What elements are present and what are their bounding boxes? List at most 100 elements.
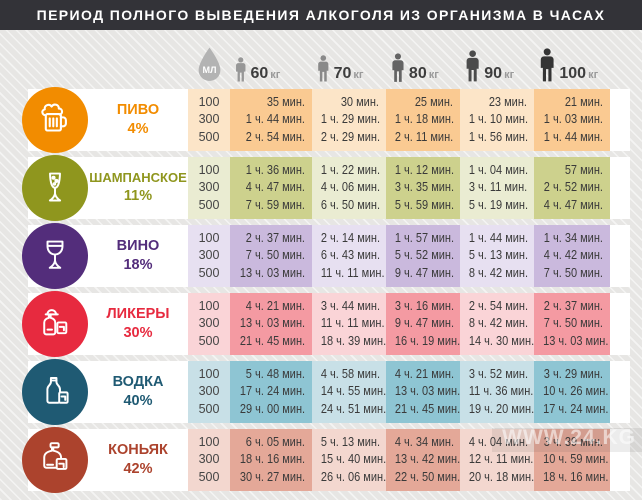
time-value: 1 ч. 04 мин. <box>468 162 529 177</box>
col-60kg: 4 ч. 21 мин. 13 ч. 03 мин. 21 ч. 45 мин. <box>230 293 312 355</box>
time-value: 14 ч. 55 мин. <box>320 384 387 399</box>
col-80kg: 4 ч. 21 мин. 13 ч. 03 мин. 21 ч. 45 мин. <box>386 361 460 423</box>
time-value: 2 ч. 52 мин. <box>543 180 603 195</box>
col-70kg: 4 ч. 58 мин. 14 ч. 55 мин. 24 ч. 51 мин. <box>312 361 386 423</box>
time-value: 2 ч. 37 мин. <box>245 230 305 245</box>
weight-value: 100 <box>559 65 587 82</box>
time-value: 6 ч. 50 мин. <box>320 197 381 212</box>
time-value: 5 ч. 19 мин. <box>468 197 529 212</box>
time-value: 5 ч. 52 мин. <box>394 248 455 263</box>
drink-row-cognac: КОНЬЯК 42% 100 300 500 6 ч. 05 мин. 18 ч. 16… <box>0 427 642 493</box>
time-value: 3 ч. 35 мин. <box>394 180 455 195</box>
volume-value: 300 <box>198 180 220 195</box>
time-value: 4 ч. 04 мин. <box>468 434 529 449</box>
time-value: 7 ч. 50 мин. <box>543 265 603 280</box>
drink-icon-circle-wine <box>22 223 88 289</box>
ml-column-header: МЛ <box>191 46 227 83</box>
col-100kg: 3 ч. 39 мин. 10 ч. 59 мин. 18 ч. 16 мин. <box>534 429 610 491</box>
col-volume: 100 300 500 <box>188 361 230 423</box>
time-value: 7 ч. 50 мин. <box>245 248 305 263</box>
volume-value: 300 <box>198 452 220 467</box>
time-value: 5 ч. 13 мин. <box>320 434 381 449</box>
time-value: 21 ч. 45 мин. <box>239 333 306 348</box>
drink-strength: 40% <box>123 393 153 409</box>
title-bar: ПЕРИОД ПОЛНОГО ВЫВЕДЕНИЯ АЛКОГОЛЯ ИЗ ОРГ… <box>0 0 642 30</box>
time-value: 4 ч. 34 мин. <box>394 434 455 449</box>
time-value: 1 ч. 36 мин. <box>245 162 305 177</box>
col-80kg: 1 ч. 12 мин. 3 ч. 35 мин. 5 ч. 59 мин. <box>386 157 460 219</box>
col-volume: 100 300 500 <box>188 429 230 491</box>
time-value: 17 ч. 24 мин. <box>543 401 609 416</box>
time-value: 5 ч. 59 мин. <box>394 197 455 212</box>
drink-strength: 18% <box>123 257 153 273</box>
time-value: 30 мин. <box>340 94 379 109</box>
col-100kg: 21 мин. 1 ч. 03 мин. 1 ч. 44 мин. <box>534 89 610 151</box>
time-value: 11 ч. 36 мин. <box>468 384 534 399</box>
weight-unit: кг <box>353 69 364 81</box>
weight-unit: кг <box>504 69 515 81</box>
time-value: 1 ч. 57 мин. <box>394 230 455 245</box>
time-value: 3 ч. 52 мин. <box>468 366 529 381</box>
drink-strength: 4% <box>127 121 149 137</box>
time-value: 1 ч. 29 мин. <box>320 112 381 127</box>
table-rows: ПИВО 4% 100 300 500 35 мин. 1 ч. 44 мин. 2 ч.… <box>0 87 642 497</box>
time-value: 1 ч. 56 мин. <box>468 129 529 144</box>
volume-value: 300 <box>198 248 220 263</box>
time-value: 1 ч. 34 мин. <box>543 230 603 245</box>
column-header-row: МЛ 60 кг 70 кг 80 кг 90 кг 100 кг <box>0 30 642 89</box>
time-value: 1 ч. 18 мин. <box>394 112 455 127</box>
col-100kg: 2 ч. 37 мин. 7 ч. 50 мин. 13 ч. 03 мин. <box>534 293 610 355</box>
drink-strength: 11% <box>123 188 153 205</box>
cognac-decanter-icon <box>43 442 68 470</box>
time-value: 13 ч. 03 мин. <box>239 265 306 280</box>
weight-header-60kg: 60 кг <box>234 57 280 82</box>
time-value: 8 ч. 42 мин. <box>468 265 529 280</box>
drink-name: ШАМПАНСКОЕ <box>89 170 187 186</box>
time-value: 2 ч. 29 мин. <box>320 129 381 144</box>
person-icon <box>540 48 554 82</box>
time-value: 1 ч. 44 мин. <box>543 129 603 144</box>
time-value: 13 ч. 03 мин. <box>239 316 306 331</box>
time-value: 8 ч. 42 мин. <box>468 316 529 331</box>
time-value: 14 ч. 30 мин. <box>468 333 535 348</box>
time-value: 16 ч. 19 мин. <box>394 333 461 348</box>
drink-name: ВОДКА <box>112 374 164 391</box>
volume-value: 500 <box>198 129 220 144</box>
time-value: 1 ч. 12 мин. <box>394 162 455 177</box>
time-value: 6 ч. 43 мин. <box>320 248 381 263</box>
time-value: 15 ч. 40 мин. <box>320 452 387 467</box>
drink-label-cognac: КОНЬЯК 42% <box>90 429 186 491</box>
time-value: 2 ч. 11 мин. <box>394 129 454 144</box>
drink-name: ЛИКЕРЫ <box>106 306 170 323</box>
time-value: 18 ч. 16 мин. <box>543 469 609 484</box>
drink-icon-circle-cognac <box>22 427 88 493</box>
time-value: 4 ч. 21 мин. <box>245 298 305 313</box>
col-80kg: 3 ч. 16 мин. 9 ч. 47 мин. 16 ч. 19 мин. <box>386 293 460 355</box>
col-80kg: 25 мин. 1 ч. 18 мин. 2 ч. 11 мин. <box>386 89 460 151</box>
time-value: 3 ч. 44 мин. <box>320 298 381 313</box>
col-60kg: 35 мин. 1 ч. 44 мин. 2 ч. 54 мин. <box>230 89 312 151</box>
drink-row-wine: ВИНО 18% 100 300 500 2 ч. 37 мин. 7 ч. 50 ми… <box>0 223 642 289</box>
drink-row-liqueur: ЛИКЕРЫ 30% 100 300 500 4 ч. 21 мин. 13 ч. 03… <box>0 291 642 357</box>
weight-unit: кг <box>270 69 281 81</box>
time-value: 4 ч. 06 мин. <box>320 180 381 195</box>
person-icon <box>466 50 479 82</box>
volume-value: 300 <box>198 384 220 399</box>
col-80kg: 4 ч. 34 мин. 13 ч. 42 мин. 22 ч. 50 мин. <box>386 429 460 491</box>
volume-value: 500 <box>198 401 220 416</box>
drink-row-vodka: ВОДКА 40% 100 300 500 5 ч. 48 мин. 17 ч. 24 … <box>0 359 642 425</box>
drink-name: КОНЬЯК <box>108 442 168 459</box>
time-value: 1 ч. 44 мин. <box>245 112 305 127</box>
time-value: 57 мин. <box>564 162 603 177</box>
col-70kg: 30 мин. 1 ч. 29 мин. 2 ч. 29 мин. <box>312 89 386 151</box>
weight-header-90kg: 90 кг <box>464 50 514 82</box>
time-value: 1 ч. 03 мин. <box>543 112 603 127</box>
time-value: 3 ч. 11 мин. <box>468 180 528 195</box>
drink-icon-circle-liqueur <box>22 291 88 357</box>
drink-name: ПИВО <box>116 102 160 119</box>
time-value: 11 ч. 11 мин. <box>320 316 385 331</box>
volume-value: 300 <box>198 316 220 331</box>
col-90kg: 1 ч. 44 мин. 5 ч. 13 мин. 8 ч. 42 мин. <box>460 225 534 287</box>
col-70kg: 5 ч. 13 мин. 15 ч. 40 мин. 26 ч. 06 мин. <box>312 429 386 491</box>
